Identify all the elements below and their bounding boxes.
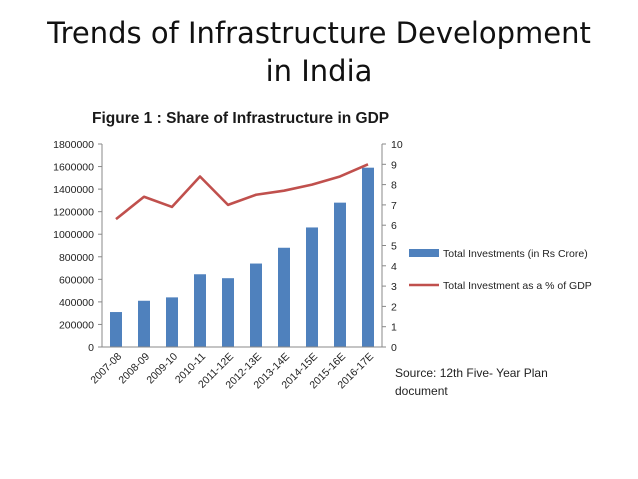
legend-bar-swatch	[409, 249, 439, 257]
right-tick-label: 3	[391, 281, 397, 293]
bar-2013-14E	[278, 247, 290, 347]
source-line-2: document	[395, 384, 448, 398]
left-tick-label: 600000	[59, 274, 94, 286]
investment-gdp-line	[115, 163, 369, 221]
bar-2016-17E	[362, 167, 374, 347]
legend: Total Investments (in Rs Crore) Total Inv…	[409, 248, 592, 292]
right-tick-label: 9	[391, 159, 397, 171]
slide-title-line-1: Trends of Infrastructure Development	[47, 16, 591, 50]
bar-series	[110, 167, 374, 347]
left-tick-label: 1800000	[53, 139, 94, 151]
bar-2015-16E	[334, 202, 346, 347]
figure-title: Figure 1 : Share of Infrastructure in GD…	[92, 110, 389, 127]
right-tick-label: 10	[391, 139, 403, 151]
source-line-1: Source: 12th Five- Year Plan	[395, 366, 548, 380]
bar-2012-13E	[250, 263, 262, 347]
x-axis-ticks: 2007-082008-092009-102010-112011-12E2012…	[88, 351, 376, 392]
right-tick-label: 0	[391, 342, 397, 354]
bar-2011-12E	[222, 278, 234, 347]
slide-title-line-2: in India	[265, 54, 373, 88]
slide-title: Trends of Infrastructure Development in …	[0, 14, 638, 90]
left-tick-label: 800000	[59, 252, 94, 264]
bar-2007-08	[110, 312, 122, 347]
line-series	[115, 163, 369, 221]
right-tick-label: 7	[391, 200, 397, 212]
bar-2009-10	[166, 297, 178, 347]
bar-2010-11	[194, 274, 206, 347]
left-tick-label: 1600000	[53, 162, 94, 174]
right-tick-label: 1	[391, 322, 397, 334]
left-tick-label: 400000	[59, 297, 94, 309]
right-tick-label: 5	[391, 241, 397, 253]
left-tick-label: 200000	[59, 319, 94, 331]
right-tick-label: 6	[391, 220, 397, 232]
left-tick-label: 1200000	[53, 207, 94, 219]
bar-2014-15E	[306, 227, 318, 347]
left-axis-ticks: 1800000 1600000 1400000 1200000 1000000 80000…	[53, 139, 102, 354]
right-tick-label: 4	[391, 261, 397, 273]
right-tick-label: 2	[391, 301, 397, 313]
bar-2008-09	[138, 300, 150, 347]
left-tick-label: 1400000	[53, 184, 94, 196]
legend-bar-label: Total Investments (in Rs Crore)	[443, 248, 588, 260]
legend-line-label: Total Investment as a % of GDP	[443, 280, 592, 292]
left-tick-label: 1000000	[53, 229, 94, 241]
left-tick-label: 0	[88, 342, 94, 354]
x-tick-label: 2009-10	[144, 351, 180, 387]
right-tick-label: 8	[391, 180, 397, 192]
